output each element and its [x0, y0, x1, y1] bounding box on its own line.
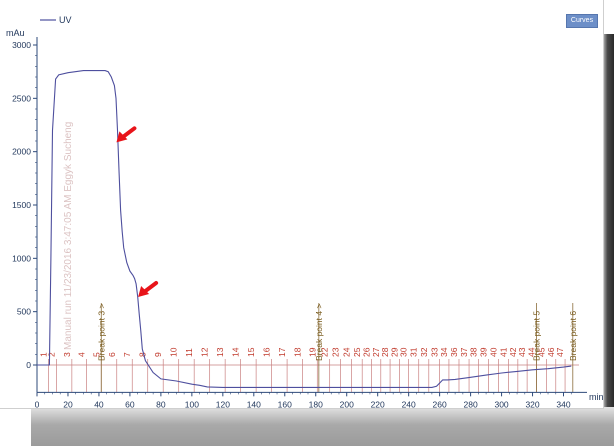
fraction-marker-label: 23	[331, 347, 341, 357]
fraction-marker-label: 22	[320, 347, 330, 357]
fraction-marker-label: 12	[200, 347, 210, 357]
y-tick-label: 1500	[12, 200, 31, 210]
fraction-marker-label: 15	[246, 347, 256, 357]
x-tick-label: 60	[125, 399, 135, 409]
fraction-marker-label: 39	[478, 347, 488, 357]
fraction-marker-label: 30	[399, 347, 409, 357]
breakpoint-label: Break point 5	[531, 311, 541, 361]
fraction-marker-label: 6	[107, 352, 117, 357]
red-arrow-shaft	[120, 126, 137, 140]
y-tick-label: 3000	[12, 40, 31, 50]
fraction-marker-label: 41	[499, 347, 509, 357]
fraction-marker-label: 44	[526, 347, 536, 357]
fraction-marker-label: 7	[122, 352, 132, 357]
breakpoint-label: Break point 6	[568, 311, 578, 361]
x-tick-label: 180	[309, 399, 323, 409]
x-tick-label: 140	[247, 399, 261, 409]
y-tick-label: 2500	[12, 93, 31, 103]
fraction-marker-label: 3	[62, 352, 72, 357]
uv-trace-line	[37, 70, 572, 388]
y-tick-label: 500	[17, 307, 31, 317]
fraction-marker-label: 5	[91, 352, 101, 357]
x-tick-label: 280	[464, 399, 478, 409]
fraction-marker-label: 42	[508, 347, 518, 357]
fraction-marker-label: 36	[449, 347, 459, 357]
fraction-marker-label: 28	[380, 347, 390, 357]
fraction-marker-label: 9	[153, 352, 163, 357]
fraction-marker-label: 43	[517, 347, 527, 357]
fraction-marker-label: 26	[361, 347, 371, 357]
x-tick-label: 260	[433, 399, 447, 409]
curves-button[interactable]: Curves	[566, 14, 598, 28]
x-tick-label: 80	[156, 399, 166, 409]
breakpoint-label: Break point 4 >	[314, 304, 324, 361]
fraction-marker-label: 13	[215, 347, 225, 357]
chart-panel	[0, 0, 604, 409]
y-tick-label: 0	[26, 360, 31, 370]
x-tick-label: 240	[402, 399, 416, 409]
fraction-marker-label: 2	[46, 352, 56, 357]
x-tick-label: 340	[556, 399, 570, 409]
fraction-marker-label: 10	[169, 347, 179, 357]
window-shadow-bottom	[31, 407, 614, 446]
fraction-marker-label: 16	[262, 347, 272, 357]
red-arrow-head	[138, 286, 150, 297]
window-shadow-right	[603, 34, 614, 418]
x-tick-label: 120	[216, 399, 230, 409]
fraction-marker-label: 32	[419, 347, 429, 357]
fraction-marker-label: 46	[546, 347, 556, 357]
x-tick-label: 160	[278, 399, 292, 409]
fraction-marker-label: 18	[293, 347, 303, 357]
x-tick-label: 100	[185, 399, 199, 409]
fraction-marker-label: 24	[341, 347, 351, 357]
x-tick-label: 20	[63, 399, 73, 409]
x-tick-label: 0	[35, 399, 40, 409]
x-tick-label: 220	[371, 399, 385, 409]
fraction-marker-label: 8	[138, 352, 148, 357]
fraction-marker-label: 29	[389, 347, 399, 357]
fraction-marker-label: 47	[555, 347, 565, 357]
breakpoint-label: Break point 3 >	[96, 304, 106, 361]
x-tick-label: 320	[525, 399, 539, 409]
fraction-marker-label: 25	[352, 347, 362, 357]
fraction-marker-label: 45	[536, 347, 546, 357]
y-axis-label: mAu	[6, 28, 25, 38]
y-tick-label: 2000	[12, 147, 31, 157]
fraction-marker-label: 14	[231, 347, 241, 357]
x-tick-label: 200	[340, 399, 354, 409]
fraction-marker-label: 37	[459, 347, 469, 357]
fraction-marker-label: 4	[77, 352, 87, 357]
legend-label-uv: UV	[59, 15, 72, 25]
fraction-marker-label: 11	[184, 348, 194, 357]
fraction-marker-label: 33	[430, 347, 440, 357]
fraction-marker-label: 27	[371, 347, 381, 357]
fraction-marker-label: 19	[307, 347, 317, 357]
x-tick-label: 40	[94, 399, 104, 409]
run-watermark-text: Manual run 11/23/2016 3:47:05 AM Eggyk S…	[63, 122, 74, 350]
x-axis-label: min	[589, 392, 604, 402]
red-arrow-head	[116, 131, 128, 143]
fraction-marker-label: 38	[468, 347, 478, 357]
fraction-marker-label: 1	[39, 352, 49, 357]
red-arrow-shaft	[142, 281, 159, 294]
fraction-marker-label: 17	[277, 347, 287, 357]
fraction-marker-label: 31	[409, 347, 419, 357]
fraction-marker-label: 40	[488, 347, 498, 357]
fraction-marker-label: 34	[439, 347, 449, 357]
y-tick-label: 1000	[12, 253, 31, 263]
x-tick-label: 300	[494, 399, 508, 409]
